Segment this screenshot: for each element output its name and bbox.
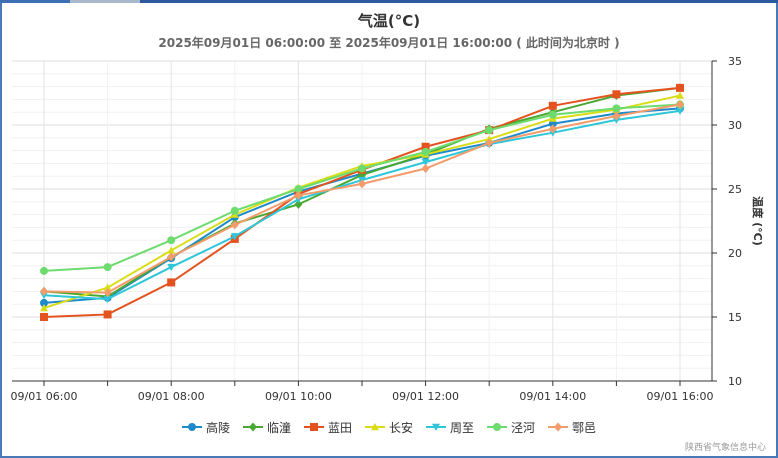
legend-item[interactable]: 高陵 — [181, 419, 230, 436]
legend-label: 蓝田 — [327, 420, 352, 435]
legend-swatch — [426, 423, 446, 431]
data-point[interactable] — [421, 158, 430, 167]
data-point[interactable] — [40, 298, 48, 307]
data-point[interactable] — [421, 147, 430, 156]
y-tick-label: 10 — [728, 375, 742, 388]
x-tick-label: 09/01 12:00 — [392, 390, 459, 403]
data-point[interactable] — [40, 266, 48, 275]
data-point[interactable] — [167, 246, 176, 254]
series-group — [40, 83, 684, 321]
legend-item[interactable]: 临潼 — [242, 419, 291, 436]
series-6 — [40, 100, 684, 298]
data-point[interactable] — [40, 313, 48, 321]
legend-swatch — [487, 423, 508, 431]
data-point[interactable] — [421, 164, 430, 174]
legend-item[interactable]: 周至 — [426, 419, 474, 436]
data-point[interactable] — [167, 263, 176, 272]
data-point[interactable] — [167, 278, 176, 287]
y-tick-label: 30 — [728, 119, 742, 132]
data-point[interactable] — [167, 252, 176, 262]
y-tick-label: 25 — [728, 183, 742, 196]
tab-bar-fill — [140, 0, 778, 3]
tab-strip — [0, 0, 778, 3]
data-point[interactable] — [676, 107, 684, 115]
x-tick-label: 09/01 14:00 — [519, 390, 586, 403]
legend-item[interactable]: 鄠邑 — [548, 419, 596, 436]
y-tick-label: 20 — [728, 247, 742, 260]
data-point[interactable] — [294, 190, 303, 200]
data-point[interactable] — [358, 179, 366, 189]
data-point[interactable] — [548, 110, 557, 119]
data-point[interactable] — [612, 111, 621, 121]
data-point[interactable] — [676, 100, 684, 110]
data-point[interactable] — [294, 199, 303, 209]
legend-label: 高陵 — [205, 420, 230, 435]
data-point[interactable] — [103, 283, 112, 291]
data-point[interactable] — [294, 185, 303, 193]
data-point[interactable] — [230, 206, 239, 215]
x-tick-label: 09/01 06:00 — [11, 390, 78, 403]
data-point[interactable] — [103, 310, 112, 319]
data-point[interactable] — [230, 220, 239, 230]
data-point[interactable] — [230, 233, 239, 241]
legend-label: 鄠邑 — [572, 420, 597, 435]
legend-swatch — [242, 422, 263, 432]
data-point[interactable] — [485, 138, 494, 148]
y-tick-label: 35 — [728, 55, 742, 68]
legend-label: 周至 — [450, 420, 475, 435]
grid-lines — [12, 60, 712, 382]
legend-item[interactable]: 长安 — [364, 419, 413, 436]
legend-label: 临潼 — [266, 420, 291, 435]
data-point[interactable] — [40, 286, 48, 296]
legend: 高陵 临潼 蓝田 长安 周至 泾河 鄠邑 — [0, 418, 778, 436]
data-point[interactable] — [421, 142, 430, 151]
x-tick-label: 09/01 10:00 — [265, 390, 332, 403]
data-point[interactable] — [358, 164, 366, 173]
data-point[interactable] — [676, 91, 684, 99]
legend-item[interactable]: 蓝田 — [303, 419, 352, 436]
chart-title: 气温(°C) — [357, 12, 421, 30]
y-tick-label: 15 — [728, 311, 742, 324]
data-point[interactable] — [548, 124, 557, 134]
tab-indicator-inactive — [70, 0, 140, 3]
legend-swatch — [364, 423, 385, 431]
credit-text: 陕西省气象信息中心 — [684, 443, 766, 453]
data-point[interactable] — [40, 304, 48, 312]
data-point[interactable] — [167, 236, 176, 245]
tab-indicator-active — [0, 0, 70, 3]
axes: 10 15 20 25 30 35 09/01 06:00 09/01 08:00 09/01 … — [11, 55, 742, 403]
data-point[interactable] — [548, 101, 557, 110]
chart-subtitle: 2025年09月01日 06:00:00 至 2025年09月01日 16:00… — [158, 36, 620, 50]
x-tick-label: 09/01 08:00 — [138, 390, 205, 403]
data-point[interactable] — [485, 126, 494, 135]
y-axis-label: 温度 (°C) — [751, 196, 765, 245]
legend-swatch — [548, 422, 569, 432]
legend-item[interactable]: 泾河 — [487, 419, 535, 436]
data-point[interactable] — [612, 104, 621, 113]
data-point[interactable] — [103, 263, 112, 272]
data-point[interactable] — [676, 83, 684, 92]
data-point[interactable] — [103, 295, 112, 304]
legend-swatch — [181, 423, 202, 431]
x-tick-label: 09/01 16:00 — [647, 390, 714, 403]
legend-label: 泾河 — [511, 420, 536, 435]
legend-swatch — [303, 423, 324, 431]
legend-label: 长安 — [388, 420, 413, 435]
data-point[interactable] — [103, 288, 112, 298]
data-point[interactable] — [612, 90, 621, 99]
